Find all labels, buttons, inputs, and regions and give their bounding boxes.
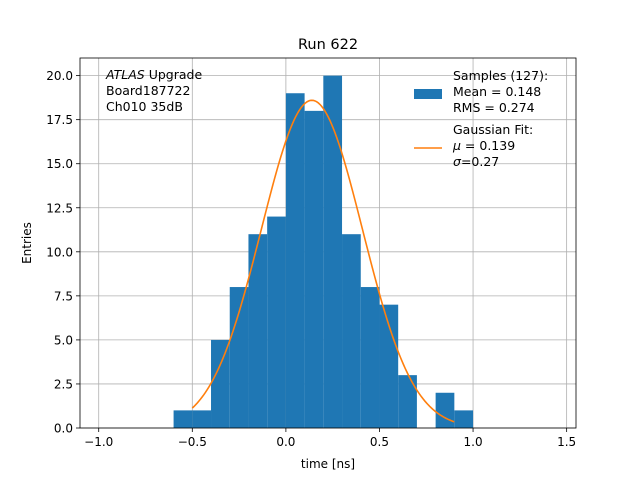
- x-axis-label: time [ns]: [301, 457, 355, 471]
- histogram-bar: [248, 234, 268, 428]
- x-tick-label: −1.0: [84, 435, 113, 449]
- x-tick-label: 0.5: [370, 435, 389, 449]
- legend: Samples (127): Mean = 0.148 RMS = 0.274 G…: [414, 68, 548, 169]
- gaussian-fit: [191, 99, 455, 423]
- annotation-line: ATLAS Upgrade: [105, 67, 202, 82]
- y-axis-ticks: 0.0 2.5 5.0 7.5 10.0 12.5 15.0 17.5 20.0: [46, 69, 80, 436]
- legend-hist-line: RMS = 0.274: [453, 100, 535, 115]
- legend-fit-line: Gaussian Fit:: [453, 122, 533, 137]
- histogram-bar: [173, 410, 193, 428]
- histogram-bar: [342, 234, 361, 428]
- legend-hist-line: Samples (127):: [453, 68, 548, 83]
- histogram-bar: [323, 75, 343, 428]
- x-tick-label: −0.5: [178, 435, 207, 449]
- y-axis-label: Entries: [20, 222, 34, 264]
- histogram-bar: [304, 110, 324, 428]
- histogram-bar: [398, 375, 417, 428]
- histogram-bar: [360, 287, 380, 428]
- histogram-bar: [435, 392, 455, 428]
- histogram-bar: [285, 93, 305, 428]
- x-tick-label: 1.0: [464, 435, 483, 449]
- y-tick-label: 10.0: [46, 245, 73, 259]
- annotation-line: Ch010 35dB: [106, 99, 183, 114]
- histogram-bar: [192, 410, 212, 428]
- x-axis-ticks: −1.0 −0.5 0.0 0.5 1.0 1.5: [84, 428, 576, 449]
- x-tick-label: 0.0: [276, 435, 295, 449]
- chart-title: Run 622: [298, 37, 358, 53]
- legend-hist-swatch: [414, 89, 442, 99]
- y-tick-label: 5.0: [54, 333, 73, 347]
- plot-frame: [79, 57, 577, 429]
- x-tick-label: 1.5: [557, 435, 576, 449]
- atlas-annotation: ATLAS Upgrade Board187722 Ch010 35dB: [105, 67, 202, 114]
- y-tick-label: 12.5: [46, 201, 73, 215]
- y-tick-label: 17.5: [46, 113, 73, 127]
- legend-fit-line: σ=0.27: [453, 154, 499, 169]
- histogram-bar: [454, 410, 474, 428]
- gaussian-fit-line: [191, 99, 455, 423]
- histogram-bar: [379, 304, 399, 428]
- annotation-line: Board187722: [106, 83, 190, 98]
- histogram-bars: [173, 75, 474, 428]
- histogram-bar: [229, 287, 249, 428]
- legend-hist-line: Mean = 0.148: [453, 84, 541, 99]
- y-tick-label: 15.0: [46, 157, 73, 171]
- histogram-bar: [267, 216, 286, 428]
- y-tick-label: 0.0: [54, 422, 73, 436]
- y-tick-label: 7.5: [54, 289, 73, 303]
- legend-fit-line: μ = 0.139: [452, 138, 515, 153]
- histogram-bar: [211, 339, 230, 428]
- y-tick-label: 20.0: [46, 69, 73, 83]
- y-tick-label: 2.5: [54, 377, 73, 391]
